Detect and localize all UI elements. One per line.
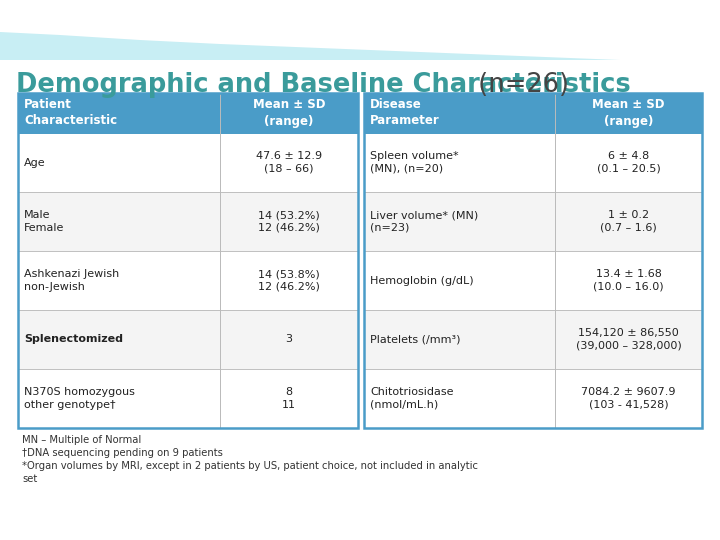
Bar (220, 251, 358, 310)
Text: Patient
Characteristic: Patient Characteristic (24, 98, 117, 127)
Text: Male
Female: Male Female (24, 210, 64, 233)
Text: 14 (53.8%)
12 (46.2%): 14 (53.8%) 12 (46.2%) (258, 269, 320, 292)
Polygon shape (0, 0, 720, 62)
Bar (555, 192, 702, 251)
Text: MN – Multiple of Normal: MN – Multiple of Normal (22, 435, 141, 445)
Bar (18, 192, 220, 251)
Text: Demographic and Baseline Characteristics: Demographic and Baseline Characteristics (16, 72, 631, 98)
Text: 47.6 ± 12.9
(18 – 66): 47.6 ± 12.9 (18 – 66) (256, 151, 322, 174)
Text: Mean ± SD
(range): Mean ± SD (range) (593, 98, 665, 127)
Bar (220, 369, 358, 428)
Text: †DNA sequencing pending on 9 patients: †DNA sequencing pending on 9 patients (22, 448, 223, 458)
Bar (18, 93, 358, 428)
Text: Mean ± SD
(range): Mean ± SD (range) (253, 98, 325, 127)
Text: 1 ± 0.2
(0.7 – 1.6): 1 ± 0.2 (0.7 – 1.6) (600, 210, 657, 233)
Bar (364, 310, 555, 369)
Bar (220, 310, 358, 369)
FancyBboxPatch shape (0, 0, 720, 60)
Bar (555, 251, 702, 310)
Polygon shape (0, 0, 720, 26)
Bar (364, 251, 555, 310)
Bar (18, 93, 358, 133)
FancyBboxPatch shape (0, 60, 720, 540)
Text: Splenectomized: Splenectomized (24, 334, 123, 345)
Bar (220, 192, 358, 251)
Bar (18, 133, 220, 192)
Text: 3: 3 (286, 334, 292, 345)
Bar (364, 93, 702, 428)
Text: N370S homozygous
other genotype†: N370S homozygous other genotype† (24, 387, 135, 410)
Text: (n=26): (n=26) (470, 72, 569, 98)
Bar (364, 93, 702, 133)
Text: Age: Age (24, 158, 45, 167)
Text: Liver volume* (MN)
(n=23): Liver volume* (MN) (n=23) (370, 210, 478, 233)
Text: Ashkenazi Jewish
non-Jewish: Ashkenazi Jewish non-Jewish (24, 269, 120, 292)
Text: Spleen volume*
(MN), (n=20): Spleen volume* (MN), (n=20) (370, 151, 459, 174)
Bar (364, 133, 555, 192)
Bar (555, 369, 702, 428)
Text: 8
11: 8 11 (282, 387, 296, 410)
Bar (555, 133, 702, 192)
Text: *Organ volumes by MRI, except in 2 patients by US, patient choice, not included : *Organ volumes by MRI, except in 2 patie… (22, 461, 478, 471)
Bar (364, 192, 555, 251)
Text: Disease
Parameter: Disease Parameter (370, 98, 440, 127)
Text: set: set (22, 474, 37, 484)
Bar (364, 369, 555, 428)
Text: 14 (53.2%)
12 (46.2%): 14 (53.2%) 12 (46.2%) (258, 210, 320, 233)
Text: 6 ± 4.8
(0.1 – 20.5): 6 ± 4.8 (0.1 – 20.5) (597, 151, 660, 174)
Bar (18, 369, 220, 428)
Polygon shape (0, 0, 720, 6)
Text: 154,120 ± 86,550
(39,000 – 328,000): 154,120 ± 86,550 (39,000 – 328,000) (575, 328, 681, 351)
Text: 7084.2 ± 9607.9
(103 - 41,528): 7084.2 ± 9607.9 (103 - 41,528) (581, 387, 676, 410)
Bar (555, 310, 702, 369)
Bar (18, 310, 220, 369)
Bar (18, 251, 220, 310)
Text: 13.4 ± 1.68
(10.0 – 16.0): 13.4 ± 1.68 (10.0 – 16.0) (593, 269, 664, 292)
Text: Platelets (/mm³): Platelets (/mm³) (370, 334, 461, 345)
Bar (220, 133, 358, 192)
Polygon shape (0, 0, 720, 30)
Text: Chitotriosidase
(nmol/mL.h): Chitotriosidase (nmol/mL.h) (370, 387, 454, 410)
Text: Hemoglobin (g/dL): Hemoglobin (g/dL) (370, 275, 474, 286)
Polygon shape (0, 0, 720, 60)
